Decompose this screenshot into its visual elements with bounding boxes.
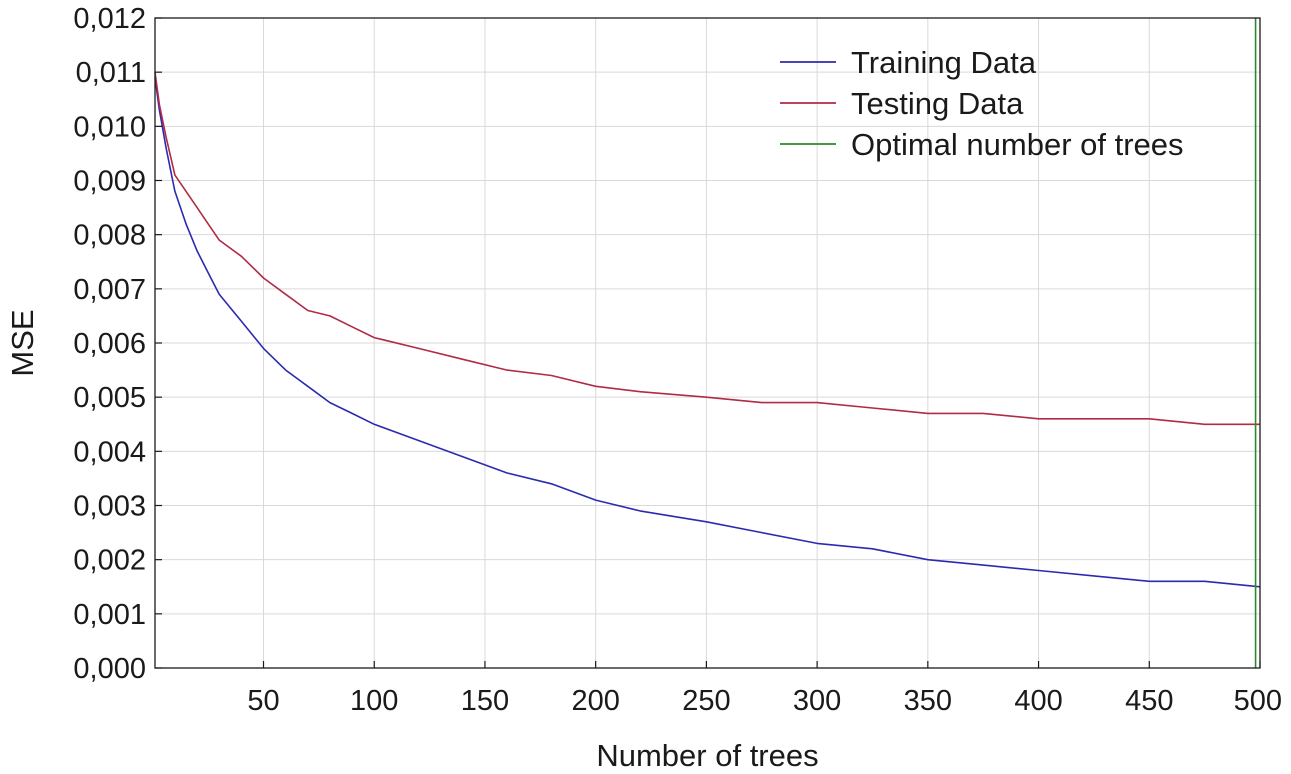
x-tick-label: 50 (247, 685, 279, 717)
grid (155, 18, 1260, 668)
y-tick-label: 0,002 (73, 545, 146, 577)
legend-label-optimal-number-of-trees: Optimal number of trees (851, 127, 1184, 162)
y-tick-label: 0,006 (73, 328, 146, 360)
y-tick-label: 0,003 (73, 491, 146, 523)
training-data-line (154, 77, 1261, 588)
x-tick-label: 300 (793, 685, 841, 717)
testing-data-line (154, 72, 1260, 426)
y-tick-label: 0,000 (73, 653, 146, 685)
x-tick-label: 400 (1014, 685, 1062, 717)
legend: Training Data Testing Data Optimal number … (780, 45, 1184, 162)
y-tick-label: 0,010 (73, 111, 146, 143)
x-tick-label: 500 (1234, 685, 1282, 717)
x-tick-label: 100 (350, 685, 398, 717)
legend-label-training-data: Training Data (851, 45, 1037, 80)
x-tick-label: 200 (571, 685, 619, 717)
y-tick-label: 0,007 (73, 274, 146, 306)
y-tick-label: 0,001 (73, 599, 146, 631)
y-tick-label: 0,004 (73, 436, 146, 468)
y-axis-ticks: 0,000 0,001 0,002 0,003 0,004 0,005 0,006 0,007… (73, 3, 162, 685)
y-tick-label: 0,011 (76, 57, 146, 89)
y-tick-label: 0,005 (73, 382, 146, 414)
series-lines (154, 18, 1261, 668)
y-tick-label: 0,009 (73, 166, 146, 198)
x-tick-label: 350 (904, 685, 952, 717)
y-tick-label: 0,008 (73, 220, 146, 252)
x-tick-label: 150 (461, 685, 509, 717)
legend-label-testing-data: Testing Data (851, 86, 1024, 121)
x-axis-ticks: 50 100 150 200 250 300 350 400 450 500 (247, 661, 1282, 717)
x-tick-label: 250 (682, 685, 730, 717)
y-axis-title: MSE (5, 309, 40, 376)
y-tick-label: 0,012 (73, 3, 146, 35)
x-tick-label: 450 (1125, 685, 1173, 717)
x-axis-title: Number of trees (596, 738, 818, 773)
